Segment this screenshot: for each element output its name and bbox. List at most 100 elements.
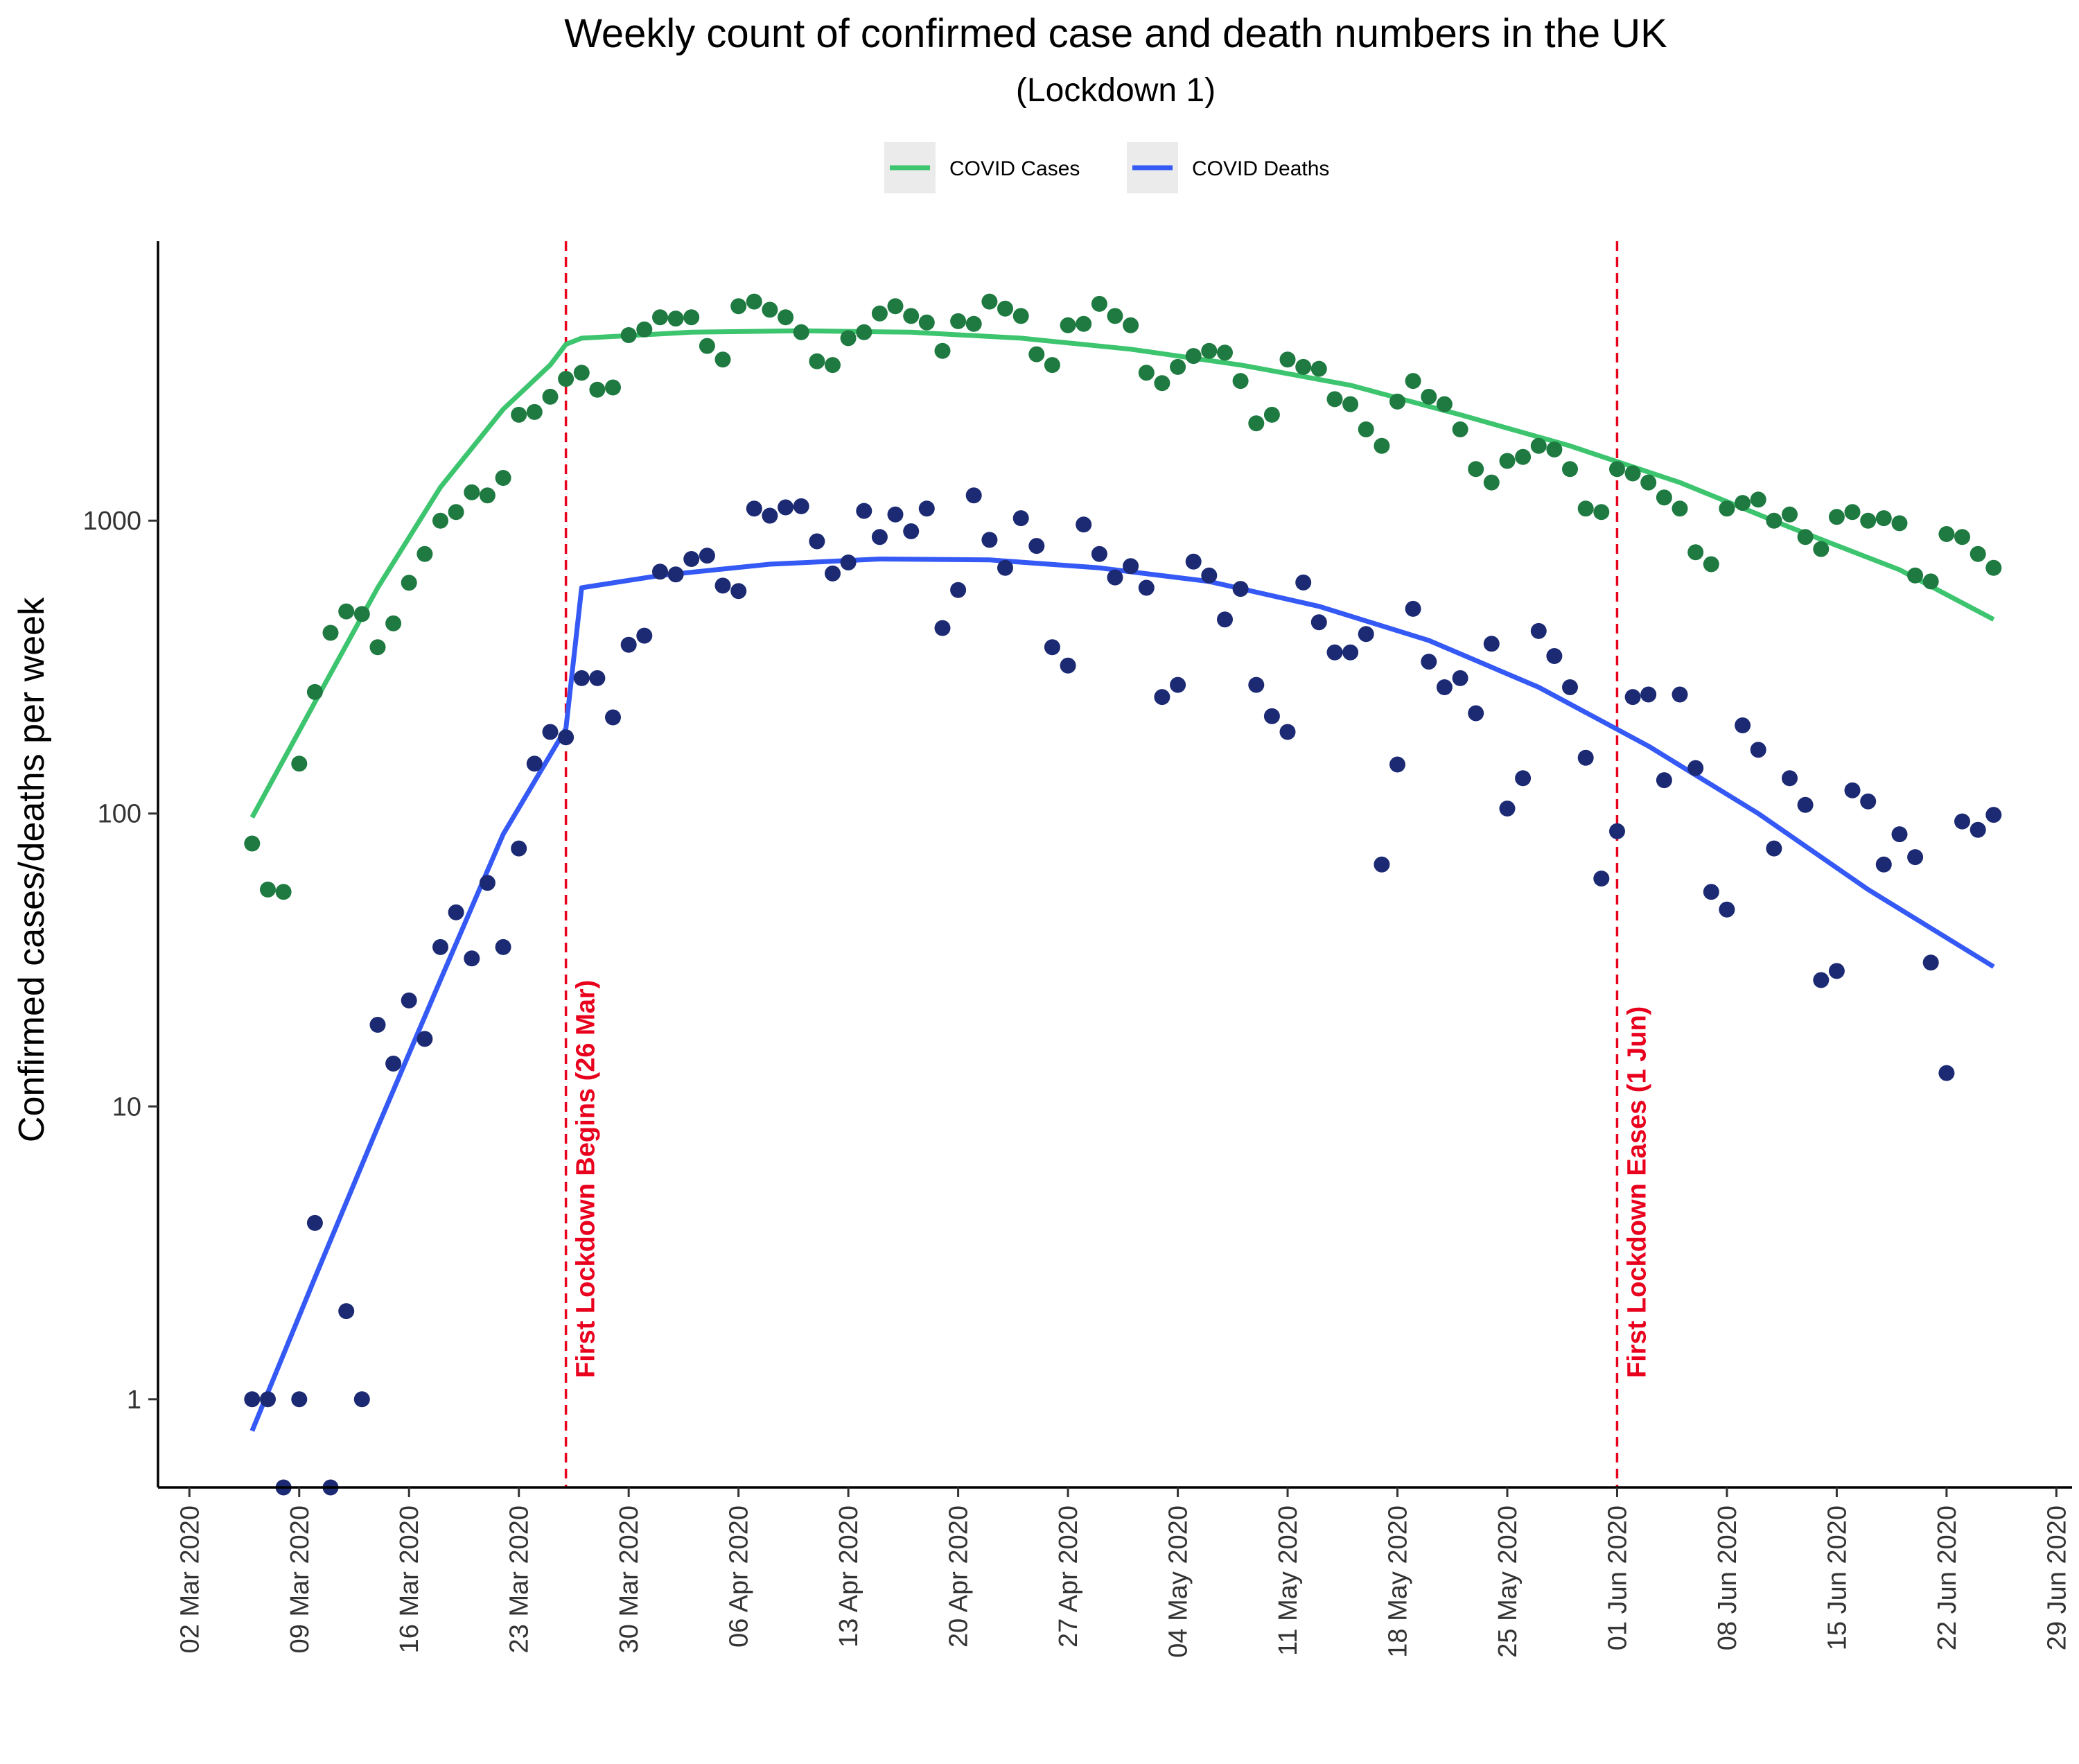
data-point (1263, 406, 1280, 423)
data-point (1436, 679, 1453, 695)
data-point (1295, 574, 1312, 591)
data-point (856, 324, 872, 340)
data-point (605, 709, 621, 726)
data-point (793, 498, 809, 514)
data-point (1782, 506, 1798, 523)
data-point (1797, 796, 1814, 813)
y-tick-label: 1 (127, 1386, 141, 1415)
trend-line (249, 557, 1995, 1432)
data-points (244, 293, 2002, 1496)
data-point (511, 840, 527, 857)
x-axis-ticks: 02 Mar 2020 09 Mar 2020 16 Mar 2020 23 Mar … (175, 1487, 2071, 1658)
data-point (699, 548, 715, 564)
x-tick-label: 08 Jun 2020 (1713, 1505, 1742, 1650)
data-point (950, 582, 967, 598)
data-point (809, 533, 825, 550)
data-point (1640, 474, 1657, 491)
data-point (981, 293, 998, 310)
data-point (1374, 856, 1390, 873)
data-point (1719, 901, 1735, 918)
data-point (887, 298, 904, 315)
data-point (1076, 516, 1092, 533)
data-point (1044, 639, 1060, 656)
data-point (1201, 342, 1218, 359)
data-point (1138, 365, 1155, 381)
data-point (1405, 600, 1421, 617)
data-point (353, 606, 370, 622)
data-point (1875, 510, 1892, 527)
data-point (636, 627, 653, 644)
data-point (1735, 717, 1751, 733)
data-point (840, 330, 857, 347)
event-label: First Lockdown Begins (26 Mar) (572, 980, 601, 1378)
data-point (291, 1391, 308, 1408)
data-point (1672, 500, 1688, 517)
data-point (1515, 770, 1532, 787)
data-point (918, 500, 935, 517)
data-point (1358, 421, 1374, 437)
data-point (667, 566, 684, 583)
data-point (291, 756, 308, 772)
data-point (1922, 573, 1939, 590)
x-tick-label: 15 Jun 2020 (1823, 1505, 1852, 1650)
chart-subtitle: (Lockdown 1) (1016, 72, 1216, 109)
data-point (1028, 538, 1045, 554)
data-point (965, 487, 982, 504)
data-point (338, 603, 355, 620)
x-tick-label: 18 May 2020 (1384, 1505, 1413, 1658)
data-point (1844, 782, 1861, 798)
data-point (1530, 622, 1547, 639)
data-point (605, 379, 621, 396)
data-point (244, 835, 261, 852)
data-point (1985, 807, 2002, 823)
data-point (1970, 821, 1986, 838)
data-point (1107, 308, 1123, 324)
data-point (840, 554, 857, 570)
data-point (1577, 749, 1594, 766)
data-point (1044, 357, 1060, 374)
y-axis-ticks: 1 10 100 1000 (82, 507, 158, 1415)
data-point (825, 357, 841, 374)
data-point (778, 499, 794, 516)
y-tick-label: 10 (112, 1092, 141, 1121)
data-point (1185, 348, 1202, 365)
data-point (918, 314, 935, 331)
data-point (1358, 626, 1374, 643)
data-point (464, 484, 480, 500)
data-point (432, 512, 448, 529)
data-point (1326, 391, 1343, 408)
data-point (1389, 393, 1405, 410)
data-point (871, 305, 888, 322)
data-point (1248, 676, 1265, 693)
data-point (997, 559, 1013, 576)
data-point (526, 756, 543, 772)
data-point (1860, 793, 1877, 810)
data-point (558, 729, 574, 746)
data-point (1609, 461, 1625, 478)
data-point (1483, 636, 1500, 652)
trend-lines (249, 328, 1995, 1432)
data-point (448, 904, 464, 920)
data-point (526, 403, 543, 420)
data-point (1154, 375, 1170, 392)
data-point (1562, 461, 1578, 478)
legend-label-cases: COVID Cases (949, 157, 1080, 180)
data-point (903, 523, 920, 539)
data-point (1985, 559, 2002, 576)
data-point (1060, 657, 1076, 674)
data-point (1452, 421, 1468, 437)
data-point (1844, 504, 1861, 521)
legend-label-deaths: COVID Deaths (1192, 157, 1329, 180)
data-point (1028, 346, 1045, 363)
data-point (1452, 670, 1468, 686)
x-tick-label: 20 Apr 2020 (945, 1505, 974, 1648)
data-point (573, 365, 590, 381)
chart-title: Weekly count of confirmed case and death… (564, 11, 1667, 56)
data-point (730, 583, 747, 600)
data-point (1248, 415, 1265, 432)
data-point (1279, 724, 1296, 740)
data-point (1656, 772, 1672, 789)
data-point (887, 506, 904, 523)
data-point (1170, 676, 1186, 693)
data-point (1421, 388, 1437, 405)
